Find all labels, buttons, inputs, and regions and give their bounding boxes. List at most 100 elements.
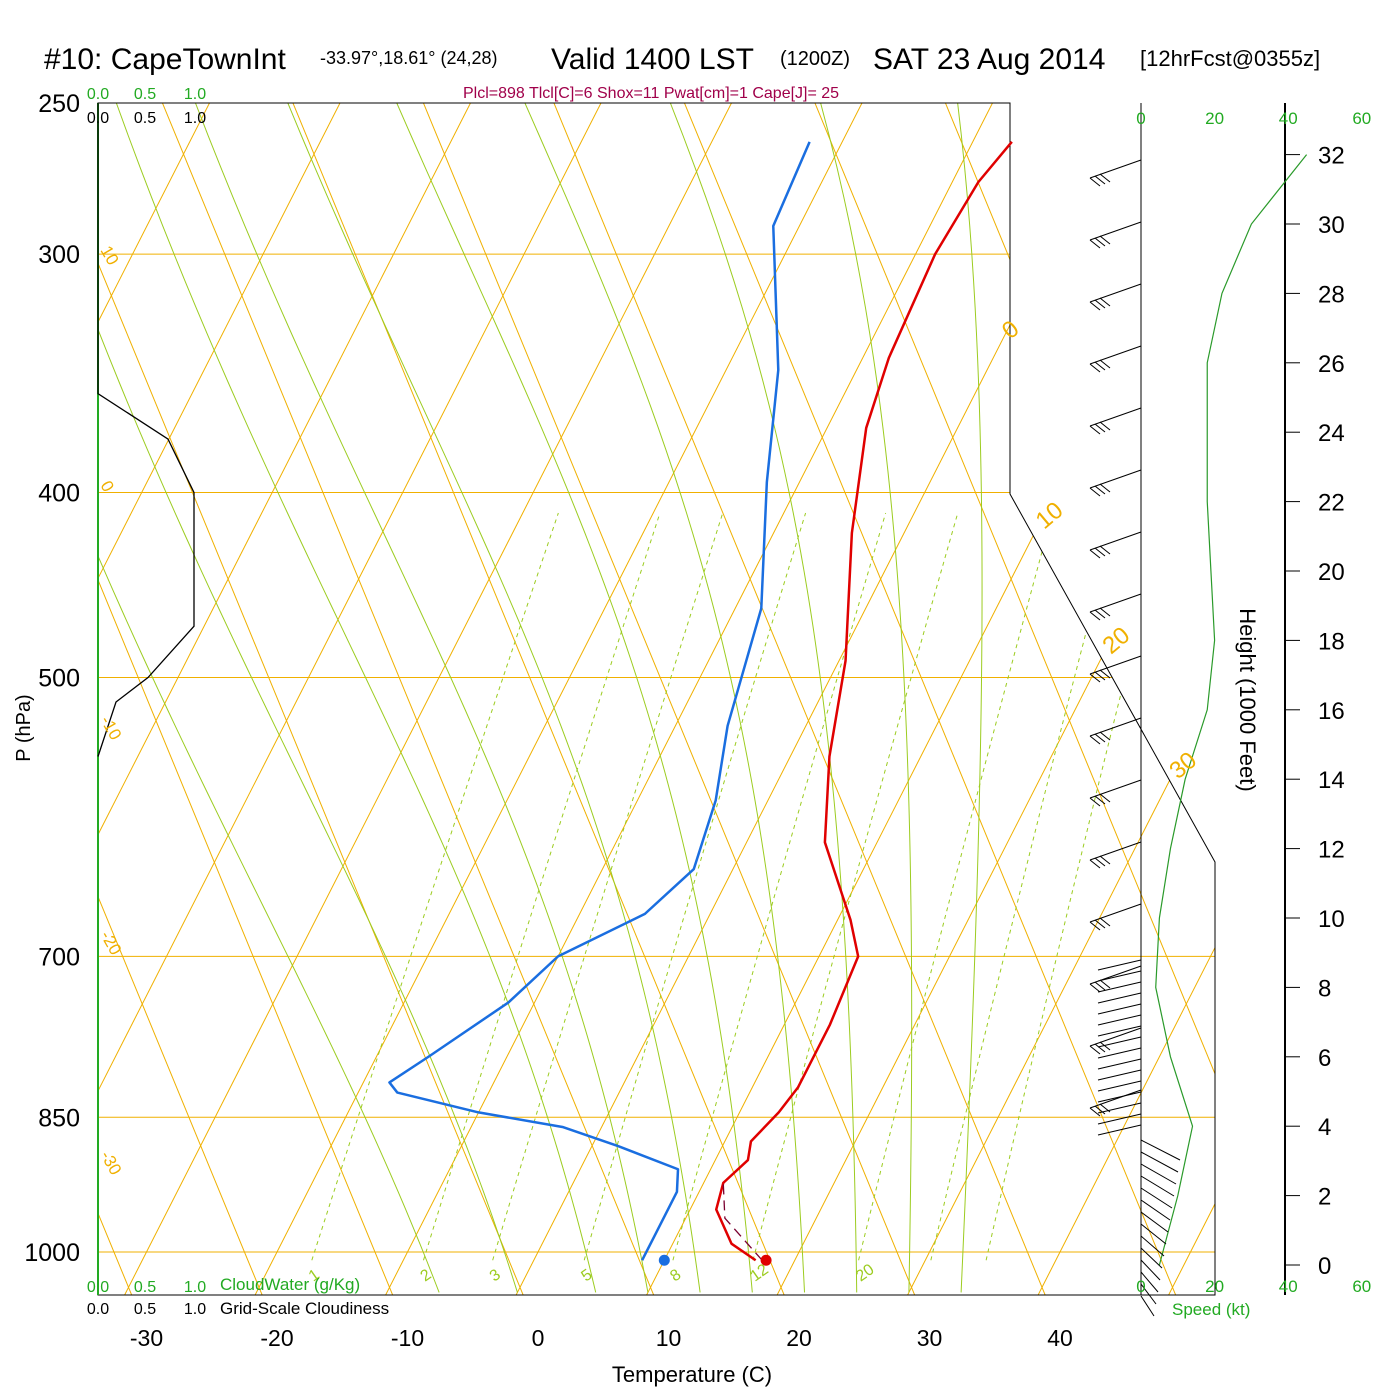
cloudiness-profile [97,103,195,757]
wind-barb-flag [1094,1043,1106,1053]
chart-utc: (1200Z) [780,48,850,70]
wind-barb [1097,1124,1142,1136]
mixing-ratio-line [858,512,1054,1261]
wind-barb [1089,407,1142,427]
wind-barb-flag [1099,483,1111,493]
cloudwater-tick-bottom: 0.5 [134,1279,156,1296]
height-tick-label: 10 [1318,906,1345,933]
x-tick-label: 20 [786,1325,812,1351]
moist-adiabat-line [115,103,597,1293]
height-tick-label: 4 [1318,1114,1331,1141]
isotherm-label: 0 [997,315,1025,344]
mixing-ratio-line [672,512,887,1261]
wind-barb [1097,981,1142,993]
wind-barb-flag [1099,173,1111,183]
wind-barb [1140,1175,1175,1197]
wind-barb [1097,1080,1142,1092]
series-dewpoint-line [388,141,811,1261]
wind-barb [1140,1139,1181,1161]
wind-barb [1089,655,1142,675]
wind-barb-flag [1094,857,1106,867]
moist-adiabat-line [194,103,649,1293]
adiabat-line [98,103,408,1295]
isotherm-line [236,103,880,1295]
cloudwater-axis-title: CloudWater (g/Kg) [220,1275,360,1294]
height-tick-label: 26 [1318,351,1345,378]
wind-barb [1089,345,1142,365]
wind-barb-flag [1094,919,1106,929]
moist-adiabat-line [98,103,518,1293]
adiabat-label: 10 [97,243,123,269]
isotherm-line [627,103,1215,1295]
wind-barb-flag [1094,361,1106,371]
wind-barb-flag [1089,487,1101,497]
wind-barb-flag [1099,917,1111,927]
wind-barb [1140,1271,1159,1293]
wind-barb-flag [1099,979,1111,989]
height-tick-label: 8 [1318,975,1331,1002]
mixing-ratio-line [930,512,1118,1261]
wind-barb [1097,1003,1142,1015]
wind-barb-flag [1094,547,1106,557]
wind-barb-flag [1099,855,1111,865]
x-tick-label: -30 [130,1325,163,1351]
moist-adiabat-line [820,103,913,1293]
wind-speed-profile [1155,154,1308,1266]
isotherm-line [758,103,1215,1295]
isotherm-line [98,103,228,1295]
y-axis-title: P (hPa) [13,694,35,761]
wind-barb [1089,531,1142,551]
wind-barb [1140,1151,1179,1173]
x-tick-label: -20 [260,1325,293,1351]
x-tick-label: 10 [656,1325,682,1351]
wind-barb-flag [1089,177,1101,187]
mixing-ratio-line [492,512,724,1261]
wind-barb [1140,1187,1173,1209]
surface-temperature-marker [760,1254,772,1266]
wind-barb-flag [1099,669,1111,679]
adiabat-line [98,103,539,1295]
x-tick-label: -10 [391,1325,424,1351]
cloudwater-tick-bottom: 0.0 [87,1279,109,1296]
wind-barb-flag [1099,793,1111,803]
x-tick-label: 30 [917,1325,943,1351]
adiabat-line [800,103,1215,1295]
isotherm-line [1149,103,1215,1295]
cloudiness-tick-bottom: 0.0 [87,1301,109,1318]
wind-barb [1097,959,1142,971]
cloudiness-tick-bottom: 1.0 [184,1301,206,1318]
wind-barb [1140,1163,1177,1185]
isotherm-label: 30 [1164,747,1202,785]
wind-barb [1140,1259,1161,1281]
y-tick-label: 850 [38,1104,80,1132]
wind-barb [1097,1036,1142,1048]
wind-barb-flag [1094,485,1106,495]
x-tick-label: 0 [532,1325,545,1351]
chart-date: SAT 23 Aug 2014 [873,43,1105,76]
mixing-ratio-label: 8 [667,1266,684,1285]
wind-barb-flag [1089,1107,1101,1117]
wind-barb [1089,221,1142,241]
series-temperature-line [714,141,1013,1262]
cloudwater-tick-top: 0.0 [87,86,109,103]
y-tick-label: 1000 [24,1239,80,1267]
wind-barb-flag [1099,421,1111,431]
adiabat-line [98,103,278,1295]
mixing-ratio-line [311,512,559,1261]
wind-barb [1097,1058,1142,1070]
wind-barb [1097,1113,1142,1125]
speed-tick-bottom: 60 [1352,1277,1371,1296]
height-tick-label: 0 [1318,1253,1331,1280]
cloud-layer [97,103,195,757]
wind-barb [1089,965,1142,985]
wind-barb [1140,1211,1169,1233]
wind-barb-flag [1089,549,1101,559]
wind-barb-flag [1094,299,1106,309]
isotherm-line [105,103,750,1295]
adiabat-line [539,103,1061,1295]
axis-labels: 1 2 3 5 8 12 200102030100-10-20-30250300400500… [24,86,1371,1351]
wind-barb-flag [1094,1105,1106,1115]
wind-barb-flag [1089,673,1101,683]
background-lines [98,103,1215,1295]
